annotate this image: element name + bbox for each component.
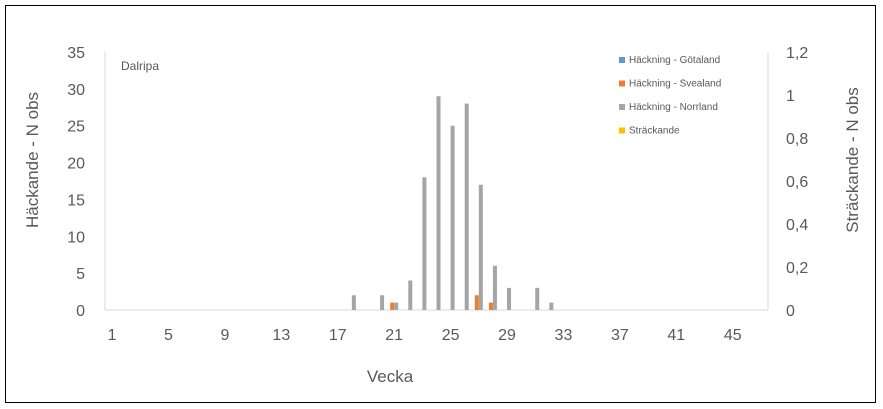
bars-layer [351,96,554,310]
x-tick-label: 17 [329,327,347,344]
y2-tick-label: 0,8 [786,131,808,148]
x-axis-title: Vecka [367,367,414,386]
bar [380,295,385,310]
y2-axis-title: Sträckande - N obs [843,87,862,233]
y-tick-label: 20 [67,156,85,173]
y2-tick-label: 0,4 [786,217,808,234]
x-tick-label: 37 [611,327,629,344]
bar [394,302,399,310]
x-tick-label: 21 [385,327,403,344]
y-tick-label: 25 [67,119,85,136]
x-tick-label: 45 [724,327,742,344]
legend-swatch [619,57,625,63]
y2-tick-label: 0,6 [786,174,808,191]
legend-label: Häckning - Norrland [629,102,718,113]
y-tick-label: 10 [67,229,85,246]
bar [436,96,441,310]
legend-label: Häckning - Svealand [629,79,721,90]
chart-frame [5,5,876,403]
x-tick-label: 41 [667,327,685,344]
y-tick-label: 35 [67,45,85,62]
x-tick-label: 9 [220,327,229,344]
y-tick-label: 30 [67,82,85,99]
y2-tick-label: 1 [786,88,795,105]
bar [422,177,427,310]
chart-title: Dalripa [121,59,159,73]
bar [351,295,356,310]
legend-swatch [619,80,625,87]
bar [464,103,469,310]
bar [549,302,554,310]
legend-label: Häckning - Götaland [629,55,720,66]
bar [478,184,483,310]
x-tick-label: 29 [498,327,516,344]
y-tick-label: 5 [76,266,85,283]
bar [390,302,395,310]
bar [492,265,497,310]
legend-label: Sträckande [629,126,680,137]
legend: Häckning - Götaland Häckning - Svealand Hä… [619,55,721,137]
x-tick-label: 13 [272,327,290,344]
x-tick-label: 25 [442,327,460,344]
x-tick-label: 5 [164,327,173,344]
bar [474,295,479,310]
legend-swatch [619,104,625,110]
bar [507,287,512,310]
bar [535,287,540,310]
bar [408,280,413,310]
bar [450,125,455,310]
y-tick-label: 15 [67,192,85,209]
bar [488,302,493,310]
x-tick-label: 1 [108,327,117,344]
y2-tick-label: 0,2 [786,260,808,277]
y-axis-title: Häckande - N obs [23,92,42,228]
y2-tick-label: 1,2 [786,45,808,62]
y2-tick-label: 0 [786,303,795,320]
y-tick-label: 0 [76,303,85,320]
legend-swatch [619,127,625,134]
x-tick-label: 33 [555,327,573,344]
